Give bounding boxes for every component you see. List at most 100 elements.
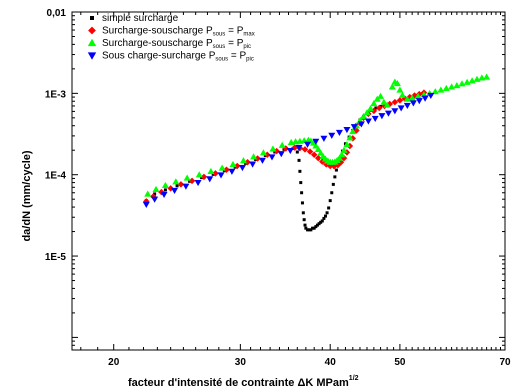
- data-point: [335, 129, 343, 137]
- data-point: [397, 105, 405, 112]
- data-point: [171, 187, 179, 194]
- data-point: [377, 92, 385, 99]
- data-point: [268, 154, 276, 161]
- data-point: [403, 102, 411, 109]
- data-point: [334, 168, 338, 172]
- x-tick-label: 50: [394, 357, 406, 368]
- legend-label-tail: = P: [225, 38, 243, 49]
- data-point: [151, 196, 159, 203]
- data-point: [314, 225, 318, 229]
- data-point: [163, 188, 167, 192]
- data-point: [223, 166, 230, 174]
- data-point: [330, 191, 334, 195]
- legend-label-tail: = P: [228, 51, 246, 62]
- data-point: [312, 142, 320, 149]
- legend-label-main: simple surcharge: [102, 13, 179, 24]
- plot-border: [71, 11, 506, 351]
- legend-marker: [88, 26, 96, 35]
- data-point: [188, 177, 196, 185]
- legend-marker: [87, 38, 97, 47]
- data-point: [315, 223, 319, 227]
- data-point: [258, 157, 266, 164]
- data-point: [298, 169, 302, 173]
- data-point: [357, 121, 365, 128]
- data-point: [380, 98, 388, 105]
- data-point: [306, 148, 314, 155]
- legend-label-sub2: pic: [246, 57, 254, 63]
- data-point: [301, 146, 309, 153]
- data-point: [310, 151, 318, 158]
- data-point: [259, 149, 267, 156]
- data-point: [300, 191, 304, 195]
- data-point: [370, 100, 378, 107]
- plot-frame: [71, 11, 506, 351]
- data-point: [295, 144, 303, 151]
- data-point: [172, 178, 180, 185]
- data-point: [206, 176, 214, 183]
- data-point: [398, 91, 406, 98]
- x-axis-title-main: facteur d'intensité de contrainte ΔK MPa…: [128, 377, 349, 389]
- data-point: [218, 164, 226, 171]
- legend-label-main: Surcharge-souscharge P: [102, 26, 213, 37]
- data-point: [244, 159, 251, 166]
- data-point: [319, 220, 323, 224]
- data-point: [161, 181, 169, 188]
- data-point: [325, 211, 329, 215]
- legend-label-sub: sous: [213, 32, 226, 38]
- data-point: [360, 112, 368, 120]
- data-point: [408, 94, 416, 101]
- data-point: [343, 127, 351, 134]
- data-point: [437, 86, 445, 93]
- series-0: [144, 103, 388, 232]
- data-point: [254, 155, 261, 162]
- data-point: [195, 171, 203, 178]
- data-point: [295, 150, 299, 154]
- y-tick-label: 1E-3: [45, 89, 67, 100]
- data-point: [264, 151, 271, 158]
- data-point: [183, 174, 191, 181]
- legend-label: Sous charge-surcharge Psous = Ppic: [102, 51, 254, 63]
- data-point: [458, 80, 466, 87]
- legend-label-sub2: max: [243, 32, 254, 38]
- data-point: [327, 206, 331, 210]
- data-point: [303, 223, 307, 227]
- y-tick-label: 1E-5: [45, 252, 67, 263]
- x-tick-label: 20: [108, 357, 120, 368]
- data-point: [229, 160, 237, 167]
- legend-label: simple surcharge: [102, 13, 179, 24]
- data-point: [453, 81, 461, 89]
- data-point: [228, 168, 236, 175]
- data-point: [328, 132, 336, 139]
- data-point: [448, 83, 456, 90]
- data-point: [304, 141, 312, 148]
- legend-label: Surcharge-souscharge Psous = Pmax: [102, 26, 255, 38]
- x-axis-title: facteur d'intensité de contrainte ΔK MPa…: [128, 375, 359, 389]
- legend-label-tail: = P: [225, 26, 243, 37]
- legend-label-sub: sous: [215, 57, 228, 63]
- y-tick-label: 1E-4: [45, 171, 67, 182]
- data-point: [175, 184, 179, 188]
- data-point: [340, 146, 348, 153]
- legend-label-sub2: pic: [243, 44, 251, 50]
- data-point: [301, 211, 305, 215]
- data-point: [391, 108, 399, 115]
- data-point: [304, 226, 308, 230]
- data-point: [343, 141, 351, 148]
- data-point: [333, 175, 337, 179]
- data-point: [312, 226, 316, 230]
- data-point: [217, 172, 225, 179]
- legend-label-main: Surcharge-souscharge P: [102, 38, 213, 49]
- data-point: [322, 216, 326, 220]
- legend-marker: [90, 16, 94, 20]
- data-point: [249, 161, 257, 168]
- data-point: [320, 219, 324, 223]
- data-point: [331, 182, 335, 186]
- data-point: [269, 145, 277, 152]
- data-point: [152, 185, 160, 193]
- data-point: [286, 147, 294, 155]
- data-point: [160, 191, 168, 199]
- legend-label-main: Sous charge-surcharge P: [102, 51, 216, 62]
- data-point: [374, 106, 378, 110]
- data-point: [300, 201, 304, 205]
